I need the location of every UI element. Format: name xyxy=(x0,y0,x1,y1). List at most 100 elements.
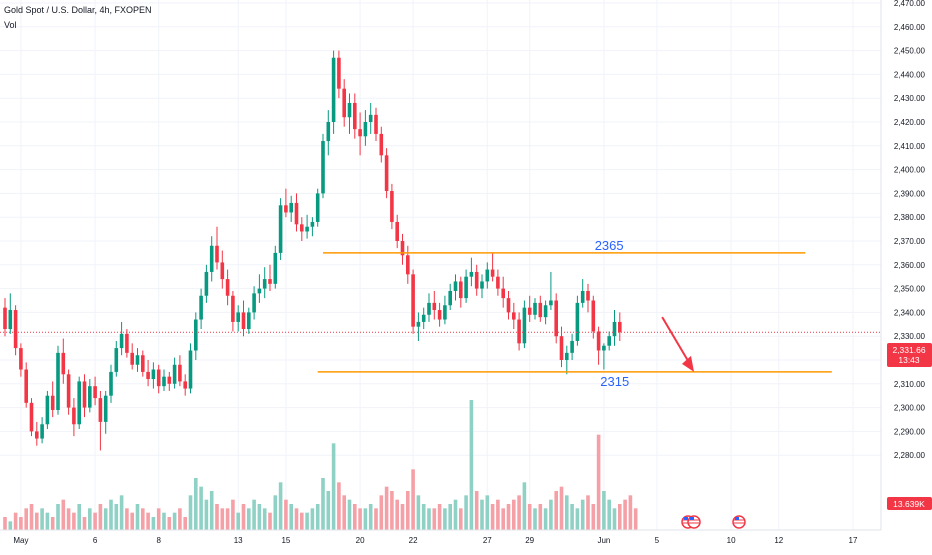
candle-body xyxy=(512,312,516,320)
volume-bar xyxy=(559,486,564,530)
volume-bar xyxy=(141,508,145,530)
volume-bar xyxy=(406,491,410,530)
candle-body xyxy=(596,331,601,351)
volume-bar xyxy=(527,504,532,530)
volume-bar xyxy=(257,504,262,530)
volume-layer xyxy=(3,400,638,530)
price-tick-label: 2,430.00 xyxy=(894,94,926,103)
candle-body xyxy=(135,355,140,365)
candle-body xyxy=(199,295,203,320)
candle-body xyxy=(331,57,336,122)
price-tick-label: 2,380.00 xyxy=(894,213,926,222)
candle-body xyxy=(209,245,214,272)
us-flag-icon[interactable] xyxy=(687,515,701,529)
volume-bar xyxy=(289,504,293,530)
time-tick-label: 29 xyxy=(525,536,534,545)
time-tick-label: 5 xyxy=(655,536,660,545)
candle-body xyxy=(24,369,28,403)
chart-legend[interactable]: Gold Spot / U.S. Dollar, 4h, FXOPEN Vol xyxy=(4,3,152,33)
volume-bar xyxy=(305,512,309,530)
volume-bar xyxy=(517,495,521,530)
candle-body xyxy=(231,295,235,322)
volume-bar xyxy=(448,504,452,530)
candle-body xyxy=(570,340,574,353)
candle-body xyxy=(459,281,463,299)
volume-bar xyxy=(284,499,288,530)
volume-bar xyxy=(379,495,384,530)
candle-body xyxy=(61,352,66,375)
volume-indicator-label[interactable]: Vol xyxy=(4,20,17,30)
candle-body xyxy=(284,205,288,213)
price-axis[interactable]: 2,470.00 2,460.00 2,450.00 2,440.00 2,430.00… xyxy=(880,0,926,530)
candle-body xyxy=(268,279,272,284)
volume-bar xyxy=(427,508,431,530)
volume-bar xyxy=(98,504,103,530)
time-tick-label: 6 xyxy=(93,536,98,545)
candle-body xyxy=(252,293,256,313)
candle-body xyxy=(130,352,134,365)
price-tick-label: 2,410.00 xyxy=(894,142,926,151)
candle-body xyxy=(565,352,569,360)
volume-bar xyxy=(459,508,463,530)
level-label: 2315 xyxy=(600,374,629,389)
volume-bar xyxy=(40,508,44,530)
volume-bar xyxy=(151,517,156,530)
volume-bar xyxy=(19,517,23,530)
time-axis[interactable]: May 6 8 13 15 20 22 27 29 Jun 5 10 12 17 xyxy=(0,529,881,545)
candle-body xyxy=(406,255,410,275)
time-tick-label: 12 xyxy=(774,536,783,545)
candle-body xyxy=(220,262,225,280)
volume-bar xyxy=(88,508,92,530)
volume-bar xyxy=(501,508,505,530)
volume-bar xyxy=(411,469,415,530)
candle-body xyxy=(77,381,81,425)
time-tick-label: 13 xyxy=(234,536,243,545)
candle-body xyxy=(464,276,468,299)
price-tick-label: 2,290.00 xyxy=(894,427,926,436)
volume-bar xyxy=(464,495,468,530)
candle-body xyxy=(315,193,320,222)
candle-body xyxy=(294,202,299,225)
candle-body xyxy=(342,88,346,118)
symbol-title[interactable]: Gold Spot / U.S. Dollar, 4h, FXOPEN xyxy=(4,5,152,15)
candle-body xyxy=(453,281,458,291)
candle-body xyxy=(496,276,500,289)
volume-bar xyxy=(607,499,611,530)
candle-body xyxy=(432,302,437,311)
candle-body xyxy=(501,288,505,299)
volume-bar xyxy=(522,482,527,530)
volume-bar xyxy=(474,491,479,530)
candle-body xyxy=(3,307,7,330)
price-tick-label: 2,360.00 xyxy=(894,261,926,270)
candle-body xyxy=(82,381,87,408)
candle-body xyxy=(337,57,341,89)
volume-bar xyxy=(596,434,601,530)
volume-bar xyxy=(247,508,251,530)
annotation-layer: 2365 2315 xyxy=(0,238,881,389)
volume-bar xyxy=(575,508,580,530)
volume-bar xyxy=(591,504,596,530)
volume-bar xyxy=(618,504,622,530)
time-tick-label: 20 xyxy=(356,536,365,545)
volume-bar xyxy=(114,504,119,530)
volume-bar xyxy=(549,499,553,530)
time-tick-label: 8 xyxy=(156,536,161,545)
volume-bar xyxy=(543,508,548,530)
event-icons[interactable] xyxy=(681,515,746,529)
volume-bar xyxy=(204,499,209,530)
volume-bar xyxy=(310,508,315,530)
volume-bar xyxy=(580,499,585,530)
volume-bar xyxy=(130,512,134,530)
volume-bar xyxy=(241,504,246,530)
us-flag-icon[interactable] xyxy=(732,515,746,529)
candle-body xyxy=(363,122,368,137)
volume-bar xyxy=(125,508,129,530)
candle-layer xyxy=(3,50,622,451)
candle-body xyxy=(358,129,362,137)
candle-body xyxy=(607,336,611,346)
candle-body xyxy=(194,319,198,351)
candle-body xyxy=(8,310,13,330)
volume-bar xyxy=(368,504,373,530)
